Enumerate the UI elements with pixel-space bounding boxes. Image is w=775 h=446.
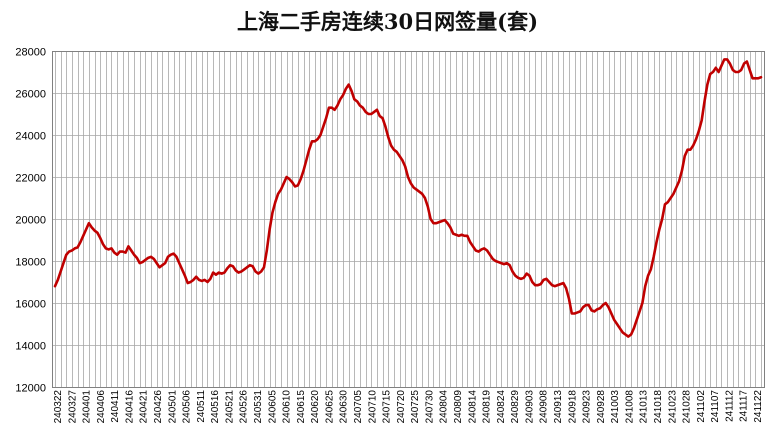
- series-line: [53, 58, 763, 338]
- x-tick-label: 240705: [353, 390, 364, 424]
- chart-title: 上海二手房连续30日网签量(套): [236, 9, 539, 34]
- x-tick-label: 241107: [710, 390, 721, 423]
- y-tick-label: 28000: [15, 47, 46, 59]
- y-tick-label: 12000: [15, 383, 46, 395]
- x-tick-label: 240928: [596, 390, 607, 424]
- x-tick-label: 240720: [396, 390, 407, 424]
- x-tick-label: 240809: [453, 390, 464, 424]
- y-tick-label: 14000: [15, 341, 46, 353]
- x-tick-label: 240715: [382, 390, 393, 424]
- y-tick-label: 26000: [15, 89, 46, 101]
- grid-lines: [52, 51, 765, 388]
- x-tick-label: 240506: [182, 390, 193, 424]
- x-tick-label: 240725: [410, 390, 421, 424]
- x-tick-label: 240913: [553, 390, 564, 424]
- y-tick-label: 16000: [15, 299, 46, 311]
- x-tick-label: 240918: [567, 390, 578, 424]
- x-tick-label: 241008: [624, 390, 635, 424]
- x-tick-label: 240923: [582, 390, 593, 424]
- x-tick-label: 241028: [682, 390, 693, 424]
- x-tick-label: 240421: [139, 390, 150, 424]
- x-tick-label: 240630: [339, 390, 350, 424]
- y-tick-label: 22000: [15, 173, 46, 185]
- x-tick-label: 240426: [153, 390, 164, 424]
- x-tick-label: 241023: [667, 390, 678, 424]
- x-tick-label: 240416: [124, 390, 135, 424]
- x-tick-label: 240730: [424, 390, 435, 424]
- series-layer: [53, 58, 763, 338]
- x-tick-label: 241013: [639, 390, 650, 424]
- x-tick-label: 240819: [482, 390, 493, 424]
- x-tick-label: 240526: [239, 390, 250, 424]
- x-tick-label: 240406: [96, 390, 107, 424]
- x-tick-label: 240516: [210, 390, 221, 424]
- y-axis: 12000 14000 16000 18000 20000 22000 24000 26000…: [15, 47, 46, 395]
- x-tick-label: 240804: [439, 390, 450, 424]
- y-tick-label: 20000: [15, 215, 46, 227]
- x-tick-label: 240511: [196, 390, 207, 423]
- x-tick-label: 240327: [67, 390, 78, 424]
- x-tick-label: 241112: [724, 390, 735, 422]
- x-tick-label: 240615: [296, 390, 307, 424]
- x-tick-label: 240531: [253, 390, 264, 424]
- x-tick-label: 240903: [524, 390, 535, 424]
- x-tick-label: 241102: [696, 390, 707, 423]
- x-tick-label: 240620: [310, 390, 321, 424]
- x-tick-label: 240824: [496, 390, 507, 424]
- plot-frame: [52, 51, 765, 388]
- x-tick-label: 240605: [267, 390, 278, 424]
- x-tick-label: 240401: [82, 390, 93, 424]
- x-tick-label: 240710: [367, 390, 378, 424]
- x-tick-label: 241018: [653, 390, 664, 424]
- x-tick-label: 240625: [324, 390, 335, 424]
- x-axis: 240322 240327 240401 240406 240411 240416 2404…: [53, 390, 764, 424]
- y-tick-label: 24000: [15, 131, 46, 143]
- x-tick-label: 240501: [167, 390, 178, 424]
- x-tick-label: 241117: [739, 390, 750, 422]
- x-tick-label: 240521: [224, 390, 235, 424]
- x-tick-label: 240814: [467, 390, 478, 424]
- x-tick-label: 240610: [282, 390, 293, 424]
- x-tick-label: 240322: [53, 390, 64, 424]
- y-tick-label: 18000: [15, 257, 46, 269]
- x-tick-label: 240411: [110, 390, 121, 423]
- x-tick-label: 240908: [539, 390, 550, 424]
- x-tick-label: 240829: [510, 390, 521, 424]
- x-tick-label: 241122: [753, 390, 764, 423]
- x-tick-label: 241003: [610, 390, 621, 424]
